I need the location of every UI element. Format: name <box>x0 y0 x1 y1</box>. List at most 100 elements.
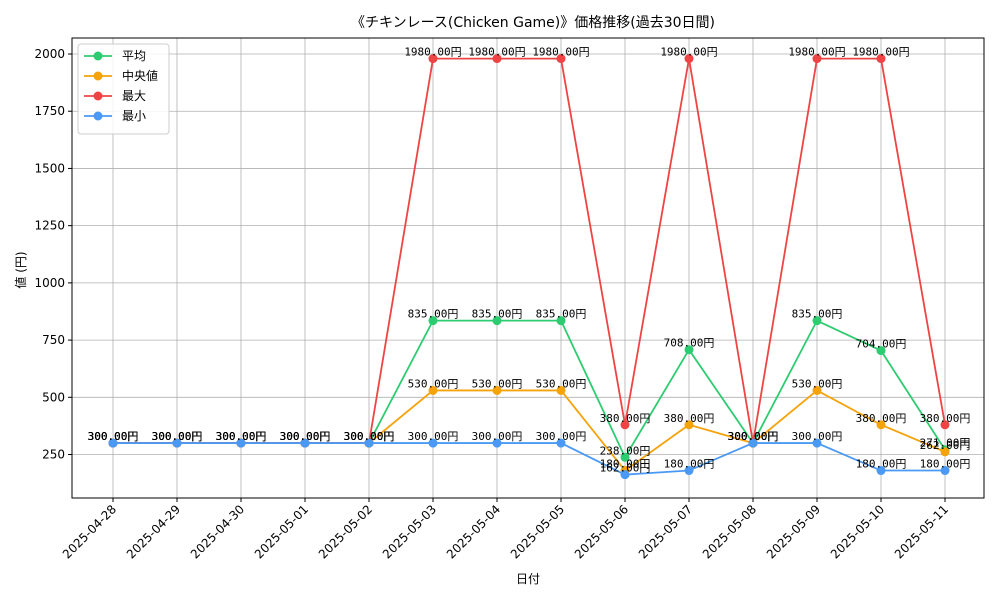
data-label: 180.00円 <box>920 458 971 471</box>
data-label: 300.00円 <box>408 430 459 443</box>
series-layer <box>108 54 950 480</box>
series-2-point <box>684 420 694 430</box>
data-label: 300.00円 <box>728 430 779 443</box>
x-tick-label: 2025-05-06 <box>572 502 631 561</box>
data-label: 300.00円 <box>536 430 587 443</box>
series-4-point <box>812 438 822 448</box>
series-1-point <box>876 346 886 356</box>
data-label: 300.00円 <box>344 430 395 443</box>
data-label: 530.00円 <box>792 377 843 390</box>
data-label: 238.00円 <box>600 444 651 457</box>
data-label: 1980.00円 <box>404 46 461 59</box>
data-label: 300.00円 <box>88 430 139 443</box>
legend-box <box>77 43 170 135</box>
series-4-point <box>556 438 566 448</box>
data-label: 530.00円 <box>472 377 523 390</box>
x-tick-label: 2025-05-08 <box>700 502 759 561</box>
series-1-point <box>684 345 694 355</box>
series-4-point <box>492 438 502 448</box>
x-tick-label: 2025-05-04 <box>444 502 503 561</box>
data-label: 300.00円 <box>152 430 203 443</box>
series-4-point <box>876 466 886 476</box>
series-1-point <box>428 316 438 326</box>
legend-label: 中央値 <box>122 68 158 83</box>
data-label: 300.00円 <box>88 430 139 443</box>
y-tick-label: 1250 <box>34 219 65 233</box>
data-label: 300.00円 <box>216 430 267 443</box>
data-label: 530.00円 <box>536 377 587 390</box>
y-tick-label: 1750 <box>34 104 65 118</box>
x-tick-label: 2025-05-02 <box>316 502 375 561</box>
data-label: 300.00円 <box>88 430 139 443</box>
data-label: 300.00円 <box>728 430 779 443</box>
series-2-point <box>428 385 438 395</box>
data-label: 708.00円 <box>664 337 715 350</box>
x-tick-label: 2025-04-30 <box>188 502 247 561</box>
series-3-point <box>876 54 886 64</box>
series-4-point <box>620 470 630 480</box>
legend-label: 最小 <box>122 109 146 123</box>
series-1-point <box>492 316 502 326</box>
data-label-layer: 300.00円 300.00円 300.00円 300.00円 300.00円 835.0… <box>88 46 971 475</box>
series-4-point <box>684 466 694 476</box>
x-tick-label: 2025-05-01 <box>252 502 311 561</box>
series-1-point <box>620 452 630 462</box>
data-label: 1980.00円 <box>532 46 589 59</box>
data-label: 300.00円 <box>152 430 203 443</box>
series-4-point <box>428 438 438 448</box>
data-label: 380.00円 <box>600 412 651 425</box>
legend-marker <box>93 71 103 81</box>
data-label: 530.00円 <box>408 377 459 390</box>
y-tick-label: 250 <box>42 448 65 462</box>
data-label: 380.00円 <box>664 412 715 425</box>
x-tick-label: 2025-04-29 <box>124 502 183 561</box>
y-tick-label: 2000 <box>34 47 65 61</box>
data-label: 1980.00円 <box>852 46 909 59</box>
data-label: 271.00円 <box>920 437 971 450</box>
x-tick-label: 2025-04-28 <box>60 502 119 561</box>
y-axis-label: 値 (円) <box>13 251 28 288</box>
data-label: 300.00円 <box>152 430 203 443</box>
data-label: 300.00円 <box>728 430 779 443</box>
data-label: 300.00円 <box>216 430 267 443</box>
series-3-point <box>492 54 502 64</box>
series-2-point <box>812 385 822 395</box>
series-1-point <box>556 316 566 326</box>
series-1-point <box>812 316 822 326</box>
series-3-point <box>684 54 694 64</box>
series-3-point <box>812 54 822 64</box>
x-tick-label: 2025-05-11 <box>892 502 951 561</box>
data-label: 300.00円 <box>344 430 395 443</box>
data-label: 1980.00円 <box>468 46 525 59</box>
legend-label: 最大 <box>122 89 146 103</box>
data-label: 380.00円 <box>920 412 971 425</box>
data-label: 300.00円 <box>728 430 779 443</box>
plot-frame <box>71 37 985 499</box>
data-label: 300.00円 <box>280 430 331 443</box>
series-4-point <box>364 438 374 448</box>
series-3-point <box>620 420 630 430</box>
legend-label: 平均 <box>122 49 146 63</box>
series-2-point <box>556 385 566 395</box>
series-4-point <box>236 438 246 448</box>
series-3-point <box>556 54 566 64</box>
y-tick-label: 500 <box>42 390 65 404</box>
data-label: 180.00円 <box>856 458 907 471</box>
x-tick-label: 2025-05-05 <box>508 502 567 561</box>
data-label: 835.00円 <box>792 308 843 321</box>
series-3-point <box>428 54 438 64</box>
x-tick-label: 2025-05-07 <box>636 502 695 561</box>
series-line-4 <box>113 442 945 476</box>
data-label: 162.00円 <box>600 462 651 475</box>
data-label: 300.00円 <box>472 430 523 443</box>
data-label: 300.00円 <box>344 430 395 443</box>
series-3-point <box>940 420 950 430</box>
data-label: 180.00円 <box>664 458 715 471</box>
data-label: 835.00円 <box>536 308 587 321</box>
data-label: 380.00円 <box>856 412 907 425</box>
data-label: 704.00円 <box>856 338 907 351</box>
data-label: 300.00円 <box>152 430 203 443</box>
data-label: 300.00円 <box>280 430 331 443</box>
